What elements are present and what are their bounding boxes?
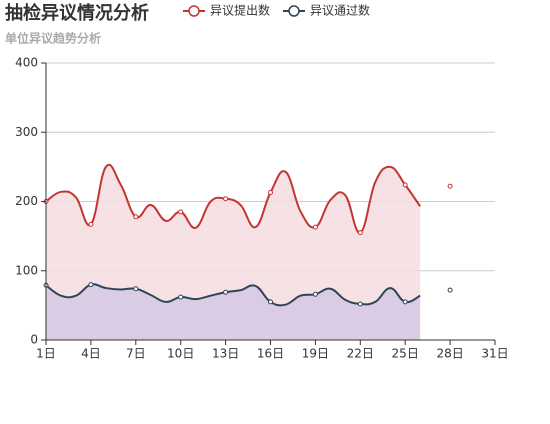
x-tick-label: 10日 xyxy=(167,347,194,361)
y-tick-label: 400 xyxy=(15,56,38,70)
y-tick-label: 200 xyxy=(15,194,38,208)
point xyxy=(133,214,139,220)
legend-label: 异议提出数 xyxy=(210,3,270,18)
area xyxy=(46,284,421,340)
x-tick-label: 28日 xyxy=(436,347,463,361)
point xyxy=(268,299,273,305)
y-tick-label: 100 xyxy=(15,263,38,277)
x-tick-label: 31日 xyxy=(481,347,508,361)
point xyxy=(447,287,453,293)
x-tick-label: 16日 xyxy=(257,347,284,361)
x-tick-label: 22日 xyxy=(347,347,374,361)
point xyxy=(312,291,318,297)
x-tick-label: 7日 xyxy=(126,347,146,361)
x-tick-label: 25日 xyxy=(392,347,419,361)
point xyxy=(178,294,184,300)
x-tick-label: 13日 xyxy=(212,347,239,361)
point xyxy=(178,209,184,215)
point xyxy=(357,230,363,236)
point xyxy=(88,221,94,227)
point xyxy=(357,301,363,307)
y-tick-label: 0 xyxy=(30,333,38,347)
point xyxy=(268,189,273,195)
point xyxy=(88,282,94,288)
legend-label: 异议通过数 xyxy=(310,3,370,18)
point xyxy=(402,299,408,305)
point xyxy=(133,286,139,292)
point xyxy=(312,224,318,230)
y-tick-label: 300 xyxy=(15,125,38,139)
x-tick-label: 4日 xyxy=(81,347,101,361)
x-tick-label: 1日 xyxy=(36,347,56,361)
chart-subtitle: 单位异议趋势分析 xyxy=(5,31,101,46)
legend-icon xyxy=(288,5,300,17)
point xyxy=(447,183,453,189)
legend-icon xyxy=(188,5,200,17)
point xyxy=(223,289,229,295)
chart-title: 抽检异议情况分析 xyxy=(5,2,149,24)
point xyxy=(223,196,229,202)
point xyxy=(402,182,408,188)
x-tick-label: 19日 xyxy=(302,347,329,361)
